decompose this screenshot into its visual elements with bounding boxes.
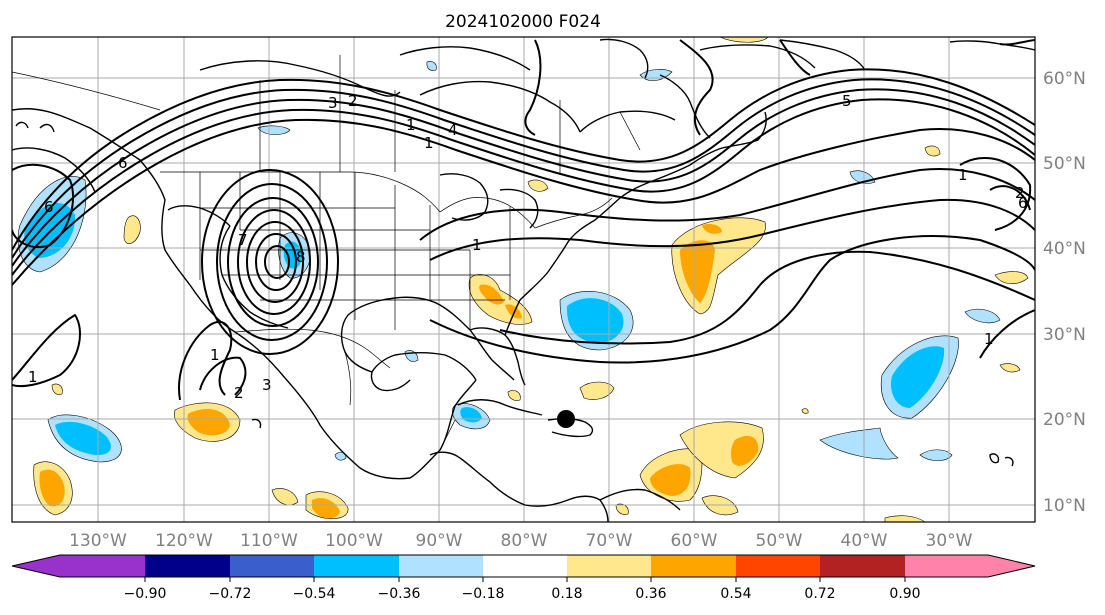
lon-label: 30°W	[926, 531, 973, 551]
colorbar-tick: 0.90	[889, 586, 920, 602]
storm-center-marker	[557, 410, 575, 428]
colorbar-tick: −0.72	[209, 586, 252, 602]
colorbar-tick: −0.90	[124, 586, 167, 602]
lon-label: 60°W	[671, 531, 718, 551]
contour-label: 3	[328, 94, 338, 112]
contour-label: 6	[1018, 194, 1028, 212]
contour-label: 1	[210, 346, 220, 364]
map-title: 2024102000 F024	[445, 12, 601, 32]
lon-label: 80°W	[501, 531, 548, 551]
colorbar-tick: 0.18	[551, 586, 582, 602]
lon-label: 70°W	[586, 531, 633, 551]
lon-label: 40°W	[841, 531, 888, 551]
colorbar-tick: −0.18	[462, 586, 505, 602]
colorbar-segment	[651, 555, 736, 577]
colorbar-tick: −0.54	[293, 586, 336, 602]
colorbar-segment	[736, 555, 820, 577]
lon-label: 120°W	[155, 531, 213, 551]
lat-label: 30°N	[1043, 325, 1086, 345]
contour-label: 1	[406, 116, 416, 134]
contour-label: 1	[958, 166, 968, 184]
longitude-labels: 130°W 120°W 110°W 100°W 90°W 80°W 70°W 6…	[69, 531, 973, 551]
lon-label: 50°W	[756, 531, 803, 551]
contour-label: 1	[984, 330, 994, 348]
colorbar-segment	[60, 555, 145, 577]
lat-label: 50°N	[1043, 154, 1086, 174]
contour-label: 6	[44, 198, 54, 216]
contour-label: 6	[118, 154, 128, 172]
colorbar-segment	[820, 555, 905, 577]
contour-label: 7	[238, 231, 248, 249]
map-area: 3 2 1 4 5 6 1 1 2 6 7 8 1 1 2 6 1 3 1	[12, 37, 1035, 522]
lon-label: 110°W	[240, 531, 298, 551]
lon-label: 100°W	[325, 531, 383, 551]
colorbar-segment	[145, 555, 230, 577]
contour-label: 2	[234, 384, 244, 402]
height-contours	[12, 39, 1035, 401]
contour-label: 1	[28, 368, 38, 386]
colorbar-segment	[905, 555, 988, 577]
colorbar: −0.90 −0.72 −0.54 −0.36 −0.18 0.18 0.36 …	[11, 554, 1036, 602]
political-borders	[12, 55, 641, 451]
contour-label: 3	[262, 376, 272, 394]
contour-label: 8	[296, 248, 306, 266]
lat-label: 60°N	[1043, 69, 1086, 89]
colorbar-tick: 0.54	[720, 586, 751, 602]
positive-anomaly-regions	[33, 37, 1029, 522]
colorbar-segment	[230, 555, 314, 577]
contour-label: 5	[842, 92, 852, 110]
contour-label: 2	[348, 92, 358, 110]
colorbar-segment	[314, 555, 399, 577]
contour-label: 2	[1015, 184, 1025, 202]
colorbar-tick: −0.36	[378, 586, 421, 602]
colorbar-extend-low	[12, 555, 60, 577]
lat-label: 10°N	[1043, 496, 1086, 516]
lat-label: 20°N	[1043, 410, 1086, 430]
colorbar-segment	[567, 555, 651, 577]
contour-label: 1	[472, 236, 482, 254]
coastlines	[12, 38, 1035, 522]
colorbar-extend-high-tip	[988, 555, 1035, 577]
colorbar-tick: 0.72	[804, 586, 835, 602]
colorbar-segment	[399, 555, 483, 577]
contour-labels: 3 2 1 4 5 6 1 1 2 6 7 8 1 1 2 6 1 3 1	[28, 92, 1028, 402]
colorbar-segment	[483, 555, 567, 577]
contour-label: 4	[448, 121, 458, 139]
lon-label: 130°W	[69, 531, 127, 551]
contour-label: 1	[424, 134, 434, 152]
latitude-labels: 60°N 50°N 40°N 30°N 20°N 10°N	[1043, 69, 1086, 516]
lat-label: 40°N	[1043, 239, 1086, 259]
map-frame	[11, 36, 1036, 523]
lon-label: 90°W	[416, 531, 463, 551]
colorbar-tick: 0.36	[635, 586, 666, 602]
